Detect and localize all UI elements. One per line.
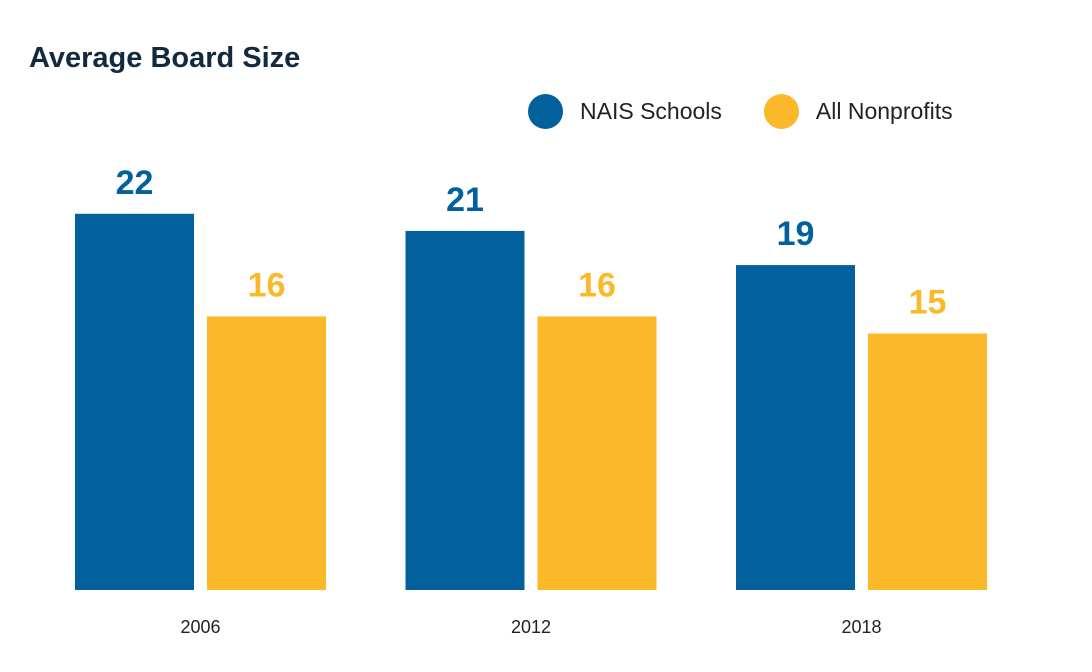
x-tick-label-2006: 2006 [180, 617, 220, 637]
legend-item-nais-schools: NAIS Schools [528, 93, 722, 129]
value-label-nais-schools-2006: 22 [116, 164, 154, 202]
legend-label-nais-schools: NAIS Schools [580, 97, 722, 124]
legend-item-all-nonprofits: All Nonprofits [763, 93, 953, 129]
bar-all-nonprofits-2018 [868, 333, 987, 590]
chart-title: Average Board Size [29, 42, 301, 74]
value-label-nais-schools-2018: 19 [777, 215, 815, 253]
value-label-all-nonprofits-2012: 16 [578, 266, 616, 304]
x-tick-label-2012: 2012 [511, 617, 551, 637]
legend-swatch-all-nonprofits [763, 93, 799, 129]
legend-swatch-nais-schools [528, 93, 563, 129]
value-label-all-nonprofits-2018: 15 [909, 284, 947, 322]
bar-nais-schools-2018 [736, 265, 855, 590]
bar-nais-schools-2006 [75, 213, 194, 591]
bar-all-nonprofits-2012 [537, 316, 657, 590]
bar-nais-schools-2012 [405, 230, 525, 590]
x-tick-label-2018: 2018 [841, 617, 881, 637]
legend: NAIS Schools All Nonprofits [528, 92, 953, 130]
legend-label-all-nonprofits: All Nonprofits [815, 97, 953, 124]
value-label-nais-schools-2012: 21 [446, 181, 484, 219]
bar-all-nonprofits-2006 [207, 316, 326, 590]
value-label-all-nonprofits-2006: 16 [248, 266, 286, 304]
